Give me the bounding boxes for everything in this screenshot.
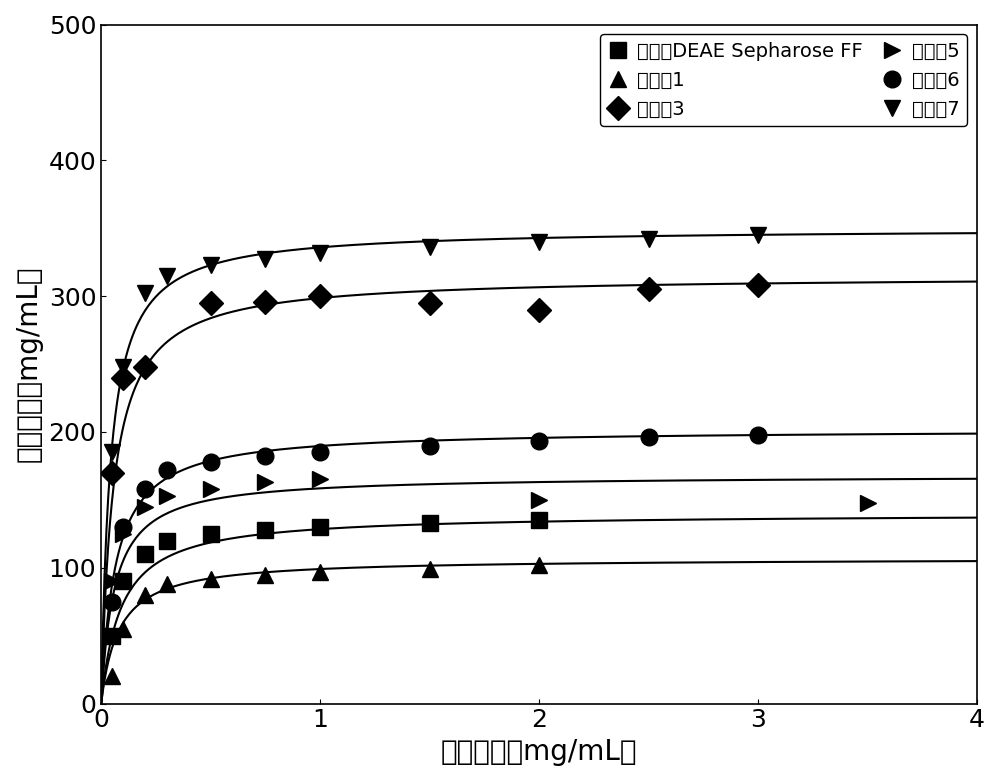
- 实施例6: [106, 597, 118, 606]
- 实施例5: [533, 495, 545, 505]
- Line: 商品化DEAE Sepharose FF: 商品化DEAE Sepharose FF: [104, 512, 547, 644]
- 实施例6: [533, 437, 545, 446]
- 实施例7: [205, 260, 217, 269]
- 实施例3: [643, 284, 655, 294]
- 商品化DEAE Sepharose FF: [314, 522, 326, 532]
- 实施例6: [314, 448, 326, 457]
- 实施例3: [117, 373, 129, 383]
- 商品化DEAE Sepharose FF: [106, 631, 118, 640]
- 实施例6: [424, 440, 436, 450]
- Line: 实施例6: 实施例6: [104, 426, 766, 610]
- Line: 实施例3: 实施例3: [104, 277, 766, 481]
- Line: 实施例5: 实施例5: [104, 471, 876, 590]
- 实施例1: [106, 672, 118, 681]
- Line: 实施例1: 实施例1: [104, 557, 547, 685]
- 实施例1: [314, 567, 326, 576]
- 实施例1: [161, 580, 173, 589]
- 实施例3: [314, 291, 326, 301]
- 实施例6: [643, 433, 655, 442]
- 实施例6: [259, 451, 271, 461]
- 实施例6: [161, 465, 173, 475]
- 商品化DEAE Sepharose FF: [139, 550, 151, 559]
- 实施例3: [533, 305, 545, 315]
- 实施例3: [139, 362, 151, 372]
- X-axis label: 平衡浓度（mg/mL）: 平衡浓度（mg/mL）: [441, 738, 637, 766]
- 实施例7: [424, 243, 436, 252]
- Legend: 商品化DEAE Sepharose FF, 实施例1, 实施例3, 实施例5, 实施例6, 实施例7: 商品化DEAE Sepharose FF, 实施例1, 实施例3, 实施例5, …: [600, 34, 967, 127]
- 实施例3: [424, 298, 436, 308]
- 实施例1: [205, 574, 217, 583]
- 实施例6: [117, 522, 129, 532]
- 实施例5: [314, 475, 326, 484]
- 实施例5: [117, 529, 129, 538]
- 商品化DEAE Sepharose FF: [533, 515, 545, 525]
- 实施例5: [161, 491, 173, 501]
- 商品化DEAE Sepharose FF: [424, 519, 436, 528]
- 实施例5: [106, 576, 118, 586]
- Line: 实施例7: 实施例7: [104, 226, 766, 461]
- 实施例5: [205, 484, 217, 494]
- 实施例1: [424, 565, 436, 574]
- 实施例3: [259, 297, 271, 306]
- 实施例5: [862, 498, 874, 508]
- 实施例7: [117, 362, 129, 372]
- 实施例1: [259, 570, 271, 580]
- 商品化DEAE Sepharose FF: [259, 525, 271, 534]
- 实施例5: [139, 502, 151, 512]
- 实施例1: [117, 624, 129, 633]
- 实施例3: [106, 468, 118, 477]
- 实施例7: [643, 234, 655, 244]
- Y-axis label: 吸附容量（mg/mL）: 吸附容量（mg/mL）: [15, 266, 43, 462]
- 实施例6: [139, 484, 151, 494]
- 实施例7: [139, 289, 151, 298]
- 实施例1: [533, 560, 545, 569]
- 实施例7: [106, 448, 118, 457]
- 实施例7: [752, 230, 764, 240]
- 商品化DEAE Sepharose FF: [205, 529, 217, 538]
- 商品化DEAE Sepharose FF: [161, 536, 173, 545]
- 实施例6: [752, 430, 764, 440]
- 实施例7: [314, 248, 326, 258]
- 商品化DEAE Sepharose FF: [117, 576, 129, 586]
- 实施例6: [205, 457, 217, 466]
- 实施例7: [161, 271, 173, 280]
- 实施例5: [259, 477, 271, 487]
- 实施例3: [752, 280, 764, 290]
- 实施例7: [259, 255, 271, 264]
- 实施例3: [205, 298, 217, 308]
- 实施例1: [139, 590, 151, 600]
- 实施例7: [533, 237, 545, 247]
